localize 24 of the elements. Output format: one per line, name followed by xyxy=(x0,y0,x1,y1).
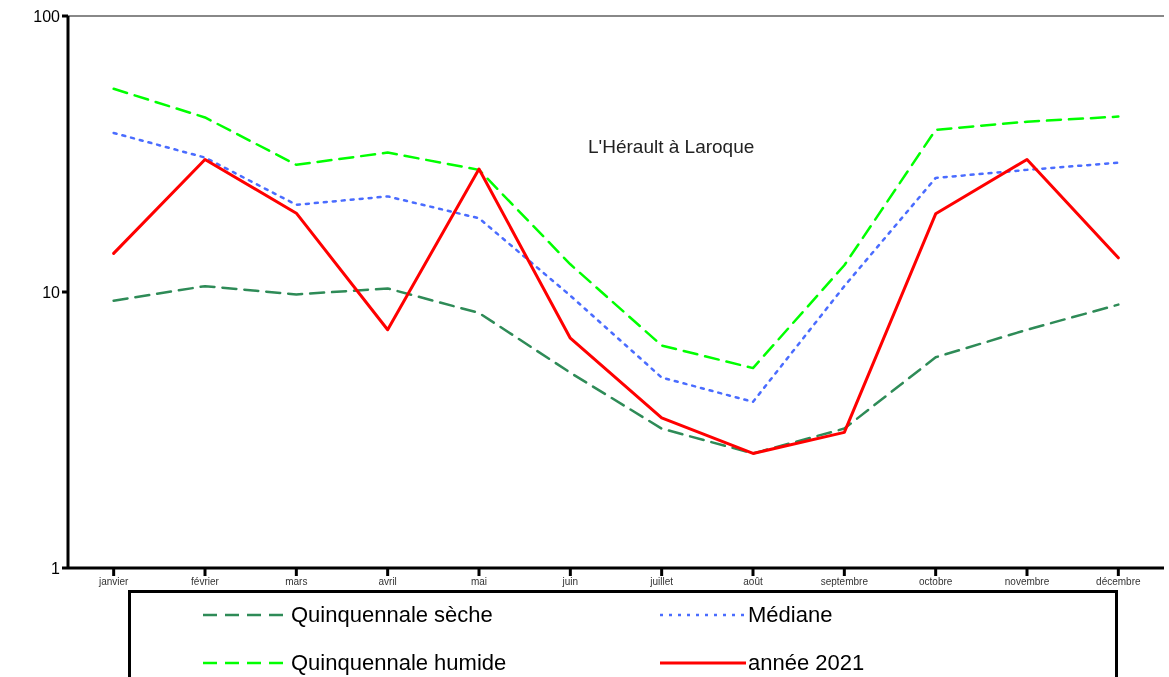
y-tick-label: 10 xyxy=(42,283,61,301)
x-tick-label: octobre xyxy=(918,576,953,588)
x-tick-label: janvier xyxy=(97,576,130,588)
x-tick-label: février xyxy=(191,576,220,588)
x-tick-label: juillet xyxy=(649,576,674,588)
x-tick-label: décembre xyxy=(1096,576,1142,588)
x-tick-label: mai xyxy=(470,576,488,588)
legend-label: année 2021 xyxy=(748,650,865,676)
line-series xyxy=(112,284,1120,455)
line-series xyxy=(112,131,1120,404)
y-tick-label: 100 xyxy=(33,7,61,25)
x-tick-label: mars xyxy=(285,576,308,588)
x-tick-label: août xyxy=(743,576,763,588)
legend-label: Médiane xyxy=(748,602,833,628)
x-tick-label: septembre xyxy=(820,576,869,588)
x-tick-label: juin xyxy=(561,576,579,588)
y-tick-label: 1 xyxy=(51,559,61,577)
legend-label: Quinquennale humide xyxy=(291,650,507,676)
line-series xyxy=(112,158,1120,455)
x-tick-label: novembre xyxy=(1004,576,1050,588)
x-tick-label: avril xyxy=(378,576,397,588)
legend-label: Quinquennale sèche xyxy=(291,602,493,628)
text: L'Hérault à Laroque xyxy=(588,136,755,158)
line-series xyxy=(112,87,1120,370)
